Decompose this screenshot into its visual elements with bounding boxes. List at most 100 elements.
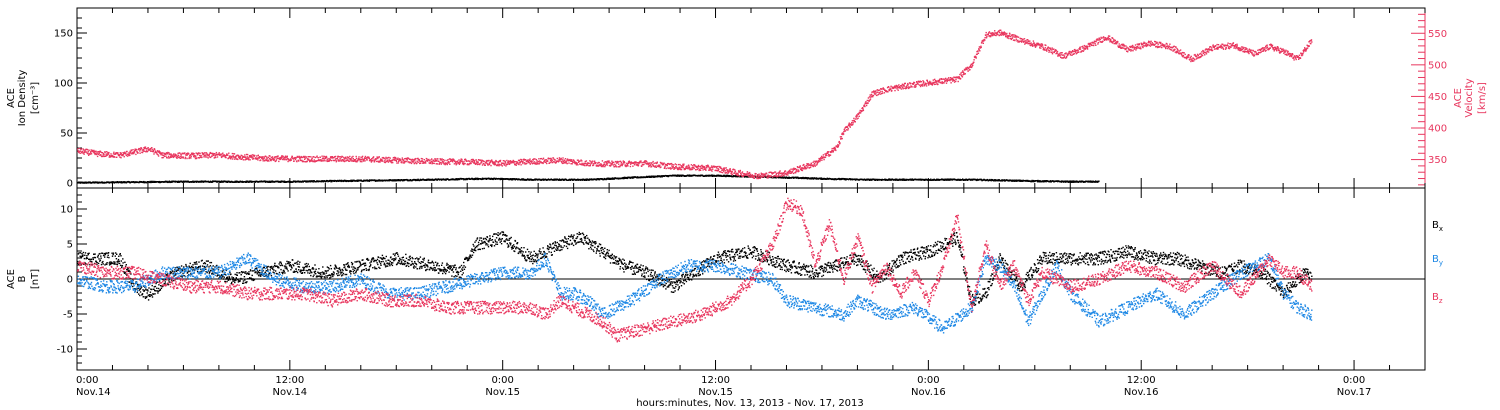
velocity-series-point	[731, 171, 733, 174]
velocity-series-point	[150, 150, 152, 152]
velocity-series-point	[778, 175, 780, 177]
velocity-series-point	[471, 158, 473, 161]
velocity-series-point	[213, 153, 216, 155]
velocity-series-point	[544, 159, 546, 161]
velocity-series-point	[202, 154, 204, 156]
velocity-series-point	[699, 169, 702, 171]
velocity-series-point	[117, 152, 119, 154]
velocity-series-point	[154, 148, 156, 150]
velocity-series-point	[948, 77, 950, 79]
velocity-series-point	[609, 162, 611, 164]
velocity-series-point	[715, 169, 717, 171]
velocity-series-point	[865, 101, 867, 103]
velocity-series-point	[481, 159, 483, 161]
velocity-series-point	[318, 158, 320, 161]
density-series-point	[481, 178, 483, 180]
velocity-series-point	[417, 157, 419, 160]
velocity-series-point	[464, 162, 466, 165]
velocity-series-point	[881, 92, 884, 94]
velocity-series-point	[405, 160, 407, 163]
velocity-series-point	[614, 163, 616, 166]
velocity-series-point	[735, 173, 737, 176]
velocity-series-point	[190, 152, 193, 154]
velocity-series-point	[637, 162, 639, 164]
velocity-series-point	[930, 81, 932, 83]
velocity-series-point	[711, 170, 713, 172]
velocity-series-point	[195, 152, 197, 154]
velocity-series-point	[263, 157, 265, 159]
velocity-series-point	[766, 176, 768, 178]
right-tick-label: 500	[1428, 60, 1447, 71]
velocity-series-point	[273, 156, 276, 158]
velocity-series-point	[226, 153, 228, 155]
density-series-point	[689, 174, 691, 176]
velocity-series-point	[730, 173, 733, 175]
density-series-point	[305, 180, 307, 182]
velocity-series-point	[568, 162, 570, 164]
velocity-series-point	[483, 162, 485, 165]
velocity-series-point	[381, 159, 383, 161]
density-series-point	[948, 178, 951, 180]
density-series-point	[980, 178, 983, 181]
density-series-point	[947, 179, 949, 181]
velocity-series-point	[208, 154, 210, 156]
velocity-series-point	[348, 160, 351, 162]
velocity-series-point	[542, 158, 544, 160]
velocity-series-point	[340, 160, 343, 162]
density-series-point	[1080, 181, 1082, 183]
left-tick-label: 50	[60, 129, 73, 140]
velocity-series-point	[84, 151, 87, 153]
density-series-point	[250, 180, 252, 182]
velocity-series-point	[168, 152, 170, 154]
density-series-point	[366, 179, 368, 181]
velocity-series-point	[827, 152, 829, 154]
velocity-series-point	[503, 164, 506, 166]
velocity-series-point	[301, 160, 304, 163]
density-series-point	[392, 179, 394, 181]
velocity-series-point	[361, 161, 363, 163]
velocity-series-point	[961, 71, 963, 73]
velocity-series-point	[618, 163, 620, 165]
velocity-series-point	[800, 167, 802, 169]
velocity-series-point	[945, 78, 947, 81]
velocity-series-point	[310, 159, 313, 161]
density-series-point	[870, 178, 872, 180]
density-series-point	[1037, 179, 1039, 182]
velocity-series-point	[934, 80, 937, 82]
velocity-series-point	[585, 160, 588, 162]
density-series-point	[888, 179, 891, 181]
velocity-series-point	[949, 78, 952, 81]
velocity-series-point	[246, 156, 248, 158]
velocity-series-point	[380, 160, 383, 162]
velocity-series-point	[344, 156, 347, 158]
velocity-series-point	[474, 160, 476, 162]
velocity-series-point	[570, 159, 573, 161]
velocity-series-point	[584, 160, 586, 163]
velocity-series-point	[681, 166, 684, 168]
velocity-series-point	[820, 155, 823, 158]
density-series-point	[945, 178, 947, 180]
density-series-point	[1052, 180, 1055, 182]
velocity-series-point	[750, 175, 752, 177]
density-series-point	[577, 178, 579, 180]
velocity-series-point	[233, 153, 236, 155]
velocity-series-point	[198, 157, 201, 159]
velocity-series-point	[899, 87, 901, 89]
velocity-series-point	[154, 150, 157, 152]
velocity-series-point	[636, 163, 639, 166]
velocity-series-point	[588, 162, 590, 165]
density-series-point	[333, 180, 336, 182]
density-series-point	[489, 177, 491, 180]
density-series-point	[1013, 179, 1015, 181]
density-series-point	[976, 178, 979, 180]
velocity-series-point	[682, 163, 684, 166]
velocity-series-point	[756, 176, 758, 178]
velocity-series-point	[90, 153, 93, 155]
velocity-series-point	[133, 151, 136, 153]
velocity-series-point	[96, 155, 99, 158]
velocity-series-point	[190, 157, 192, 159]
velocity-series-point	[778, 171, 781, 173]
density-series-point	[320, 180, 323, 183]
velocity-series-point	[558, 157, 561, 159]
